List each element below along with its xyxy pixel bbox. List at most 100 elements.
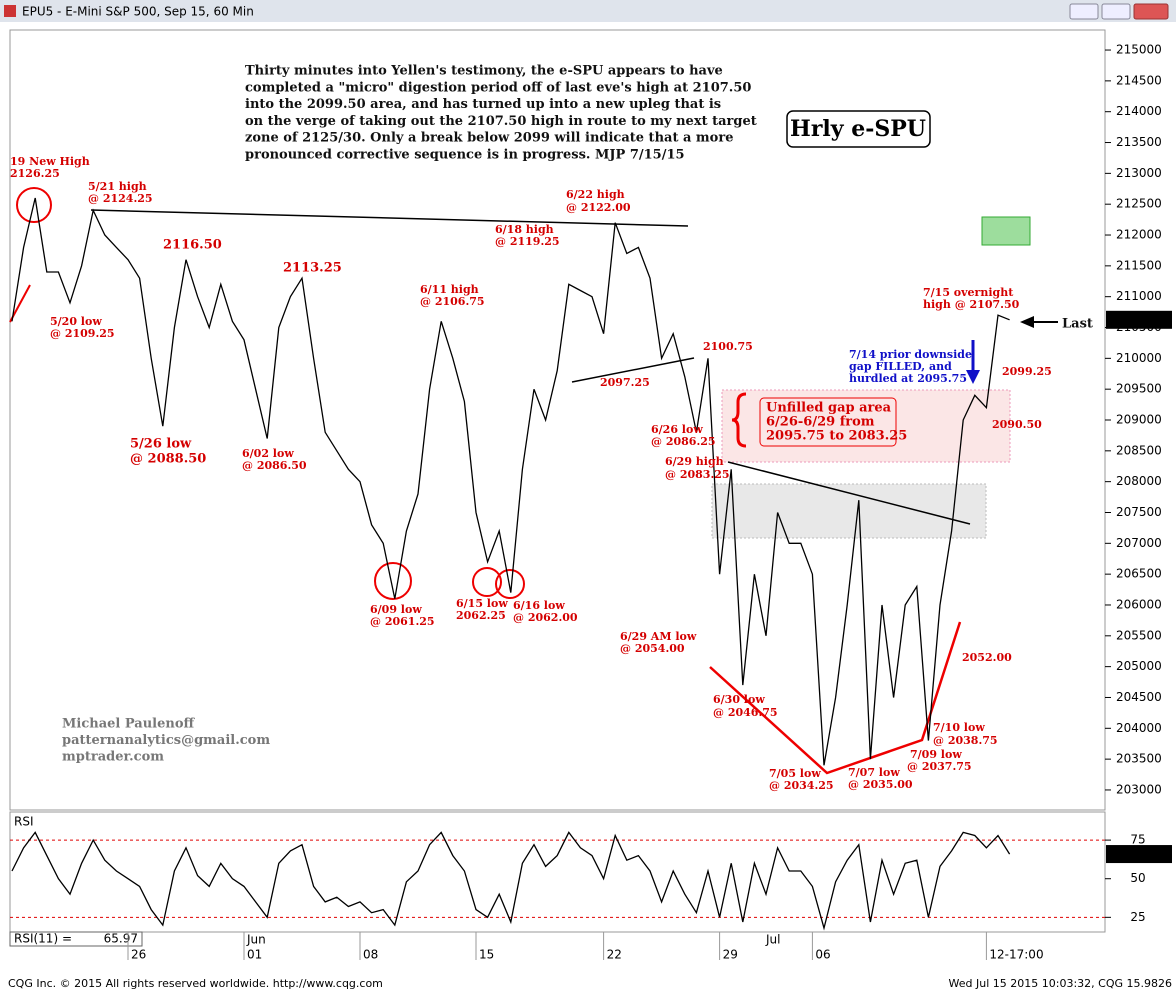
annotation: 2116.50 <box>163 238 222 253</box>
annotation: @ 2086.25 <box>651 435 716 448</box>
rsi-last-box <box>1106 845 1172 864</box>
month-label: Jul <box>765 933 780 947</box>
y-tick-label: 209500 <box>1116 382 1162 396</box>
trendline <box>90 209 689 227</box>
rsi-legend-value: 65.97 <box>104 932 138 946</box>
annotation: @ 2061.25 <box>370 615 435 628</box>
annotation: 6/11 high <box>420 283 479 296</box>
y-tick-label: 210000 <box>1116 351 1162 365</box>
commentary: on the verge of taking out the 2107.50 h… <box>245 114 757 129</box>
annotation: 7/15 overnight <box>923 286 1014 299</box>
last-arrowhead <box>1020 316 1034 328</box>
y-tick-label: 205500 <box>1116 628 1162 642</box>
annotation: 6/26 low <box>651 423 703 436</box>
y-tick-label: 213000 <box>1116 166 1162 180</box>
annotation: 2062.25 <box>456 609 506 622</box>
annotation: 19 New High <box>10 155 90 168</box>
annotation: @ 2054.00 <box>620 642 685 655</box>
circle-marker <box>495 569 525 599</box>
commentary: into the 2099.50 area, and has turned up… <box>245 97 721 112</box>
annotation: @ 2124.25 <box>88 192 153 205</box>
month-label: Jun <box>246 933 266 947</box>
circle-marker <box>374 562 412 600</box>
annotation: @ 2035.00 <box>848 778 913 791</box>
annotation: @ 2106.75 <box>420 295 485 308</box>
author: patternanalytics@gmail.com <box>62 733 270 748</box>
annotation: @ 2109.25 <box>50 327 115 340</box>
annotation: 7/05 low <box>769 767 821 780</box>
commentary: pronounced corrective sequence is in pro… <box>245 148 685 163</box>
annotation: @ 2046.75 <box>713 706 778 719</box>
rsi-legend: RSI(11) = <box>14 932 72 946</box>
rsi-last-label: 65.97 <box>1126 847 1160 861</box>
red-line <box>709 621 962 775</box>
y-tick-label: 206500 <box>1116 567 1162 581</box>
annotation: 2126.25 <box>10 167 60 180</box>
fill-note: gap FILLED, and <box>849 360 952 373</box>
target-box <box>981 216 1031 246</box>
annotation: 6/29 high <box>665 455 724 468</box>
y-tick-label: 213500 <box>1116 135 1162 149</box>
annotation: @ 2122.00 <box>566 201 631 214</box>
price-line <box>11 831 1011 931</box>
y-tick-label: 25 <box>1130 910 1145 924</box>
footer-left: CQG Inc. © 2015 All rights reserved worl… <box>8 977 383 990</box>
y-tick-label: 203000 <box>1116 782 1162 796</box>
close-button[interactable] <box>1133 3 1169 20</box>
annotation: 2090.50 <box>992 418 1042 431</box>
y-tick-label: 214000 <box>1116 104 1162 118</box>
circle-marker <box>472 567 502 597</box>
annotation: 6/30 low <box>713 693 765 706</box>
maximize-button[interactable] <box>1101 3 1131 20</box>
annotation: 7/07 low <box>848 766 900 779</box>
annotation: @ 2119.25 <box>495 235 560 248</box>
window-title: EPU5 - E-Mini S&P 500, Sep 15, 60 Min <box>22 5 254 19</box>
x-tick-label: 06 <box>815 948 830 962</box>
y-tick-label: 207500 <box>1116 505 1162 519</box>
x-tick-label: 26 <box>131 948 146 962</box>
gap-note: 2095.75 to 2083.25 <box>766 429 907 444</box>
last-value-box <box>1106 310 1172 329</box>
y-tick-label: 214500 <box>1116 73 1162 87</box>
author: mptrader.com <box>62 750 164 765</box>
y-tick-label: 207000 <box>1116 536 1162 550</box>
annotation: 5/20 low <box>50 315 102 328</box>
fill-note: 7/14 prior downside <box>849 348 972 361</box>
title-bar <box>0 0 1176 22</box>
annotation: high @ 2107.50 <box>923 298 1020 311</box>
x-tick-label: 29 <box>723 948 738 962</box>
annotation: 2100.75 <box>703 340 753 353</box>
annotation: 6/15 low <box>456 597 508 610</box>
x-tick-label: 01 <box>247 948 262 962</box>
commentary: zone of 2125/30. Only a break below 2099… <box>245 131 733 146</box>
circle-marker <box>16 187 52 223</box>
annotation: 6/09 low <box>370 603 422 616</box>
annotation: @ 2034.25 <box>769 779 834 792</box>
annotation: 6/22 high <box>566 188 625 201</box>
annotation: 5/21 high <box>88 180 147 193</box>
minimize-button[interactable] <box>1069 3 1099 20</box>
trendline <box>571 357 695 383</box>
y-tick-label: 50 <box>1130 871 1145 885</box>
gap-note-box <box>759 397 897 447</box>
x-tick-label: 08 <box>363 948 378 962</box>
annotation: 6/29 AM low <box>620 630 697 643</box>
annotation: 7/09 low <box>910 748 962 761</box>
last-value-label: 210625 <box>1112 312 1158 326</box>
annotation: 5/26 low <box>130 437 192 452</box>
y-tick-label: 208000 <box>1116 474 1162 488</box>
annotation: 7/10 low <box>933 721 985 734</box>
y-tick-label: 215000 <box>1116 43 1162 57</box>
fill-note: hurdled at 2095.75 <box>849 372 967 385</box>
y-tick-label: 204500 <box>1116 690 1162 704</box>
badge: Hrly e-SPU <box>790 116 926 142</box>
rsi-legend-box <box>9 931 143 947</box>
author: Michael Paulenoff <box>62 717 195 732</box>
x-tick-label: 12-17:00 <box>989 948 1043 962</box>
y-tick-label: 211500 <box>1116 258 1162 272</box>
annotation: 6/16 low <box>513 599 565 612</box>
y-tick-label: 75 <box>1130 833 1145 847</box>
gap-note: Unfilled gap area <box>766 401 892 416</box>
brace <box>731 392 747 448</box>
